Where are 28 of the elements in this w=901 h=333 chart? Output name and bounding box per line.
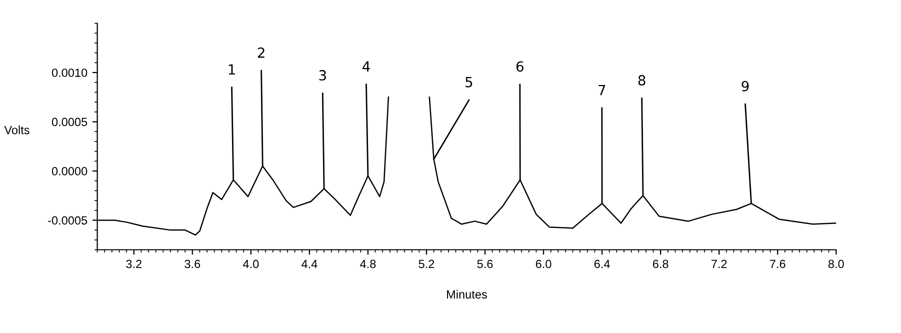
x-tick-label: 8.0 <box>828 260 844 268</box>
annotation: 9 <box>742 80 749 92</box>
x-tick-label: 6.8 <box>652 260 668 268</box>
x-tick-label: 4.0 <box>242 260 259 268</box>
x-tick-label: 4.8 <box>360 260 376 268</box>
x-tick-label: 6.0 <box>536 260 552 268</box>
x-tick-label: 7.2 <box>711 260 727 268</box>
annotation: 3 <box>319 70 326 81</box>
y-tick-label: -0.0005 <box>48 216 88 225</box>
x-tick-label: 6.4 <box>594 260 610 268</box>
x-tick-label: 7.6 <box>770 260 786 268</box>
annotation: 4 <box>362 61 370 72</box>
annotation: 7 <box>598 84 606 96</box>
x-axis-title: Minutes <box>447 290 487 299</box>
annotation: 8 <box>638 75 646 86</box>
x-tick-label: 5.6 <box>477 260 493 268</box>
annotation: 1 <box>228 64 235 74</box>
x-tick-label: 4.4 <box>302 260 318 268</box>
annotation: 5 <box>466 77 472 88</box>
x-tick-label: 3.2 <box>126 260 142 268</box>
annotation: 6 <box>516 61 524 72</box>
y-axis-title: Volts <box>4 126 30 134</box>
x-tick-label: 3.6 <box>184 260 200 268</box>
y-tick-label: 0.0010 <box>52 68 88 77</box>
y-tick-label: 0.0005 <box>52 118 88 126</box>
annotation: 2 <box>258 47 264 58</box>
y-tick-label: 0.0000 <box>52 167 88 176</box>
x-tick-label: 5.2 <box>418 260 434 268</box>
